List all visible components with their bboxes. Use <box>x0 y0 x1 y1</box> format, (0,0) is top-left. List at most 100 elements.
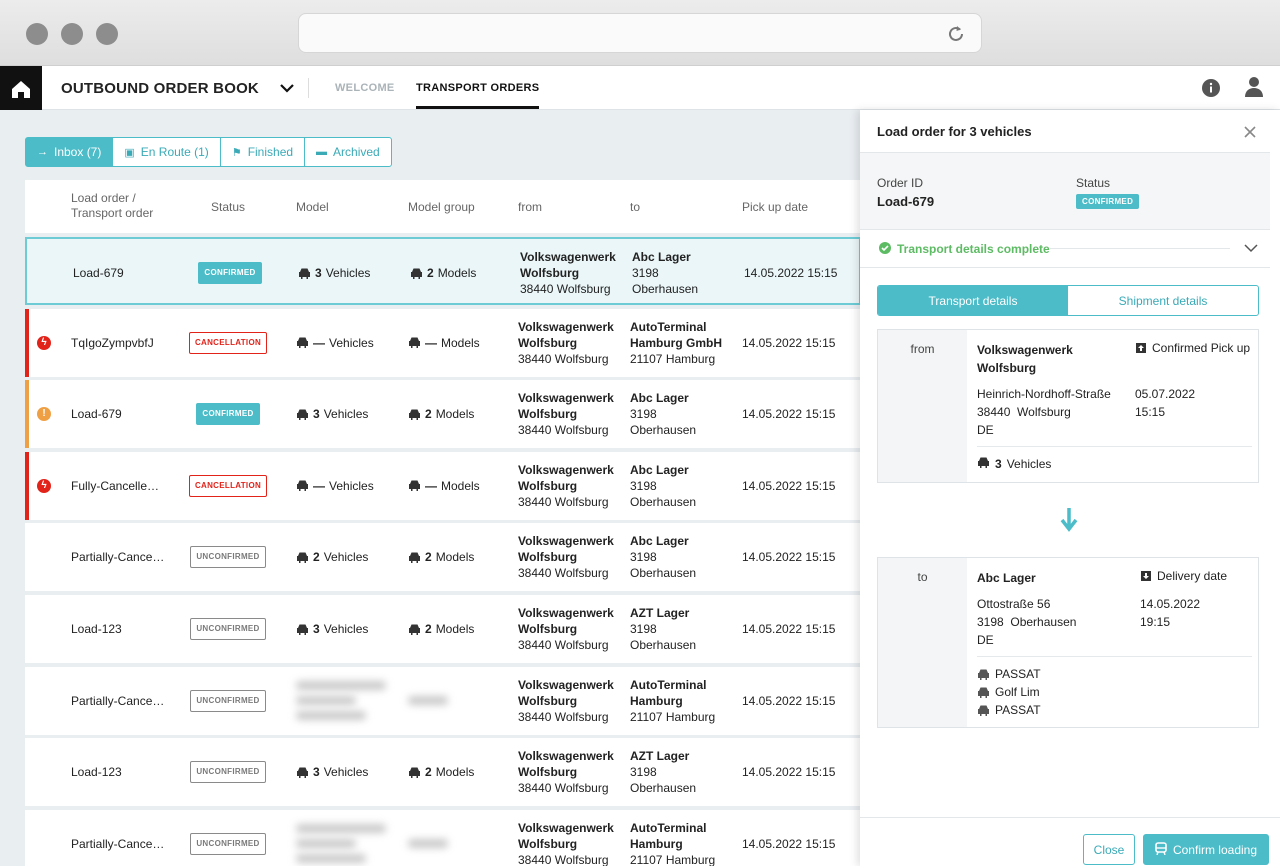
address-line: 38440 Wolfsburg <box>518 781 609 796</box>
status-badge: UNCONFIRMED <box>190 546 266 569</box>
nav-tab[interactable]: WELCOME <box>335 82 395 94</box>
nav-tab-active[interactable]: TRANSPORT ORDERS <box>416 82 540 109</box>
model-item: Golf Lim <box>977 683 1041 701</box>
address-line: 3198 <box>630 765 657 780</box>
location-name: AZT Lager <box>630 749 690 764</box>
filter-icon: ▣ <box>124 146 135 159</box>
pickup-date: 14.05.2022 15:15 <box>744 266 838 280</box>
to-cell: Abc Lager 3198 Oberhausen <box>630 523 730 591</box>
column-header: to <box>630 200 641 214</box>
count: 2 <box>425 765 432 780</box>
table-row[interactable]: ! Load-679 CONFIRMED 3 Vehicles 2 Models Volksw… <box>25 380 861 449</box>
table-row[interactable]: Load-123 UNCONFIRMED 3 Vehicles 2 Models Volks… <box>25 595 861 663</box>
home-button[interactable] <box>0 66 42 110</box>
models-cell: 2 Models <box>408 738 474 806</box>
close-button[interactable]: Close <box>1083 834 1135 865</box>
filter-tab[interactable]: → Inbox (7) <box>26 138 113 166</box>
check-icon <box>879 242 891 254</box>
to-cell: Abc Lager 3198 Oberhausen <box>630 452 730 520</box>
car-icon <box>297 624 308 635</box>
user-icon[interactable] <box>1244 76 1264 98</box>
unit: Models <box>441 335 480 350</box>
address-line: Oberhausen <box>632 282 699 296</box>
filter-tab[interactable]: ▬ Archived <box>304 138 391 166</box>
blurred-value <box>296 854 366 864</box>
url-bar[interactable] <box>298 13 982 53</box>
order-info: Order ID Load-679 Status CONFIRMED <box>860 152 1270 230</box>
to-card: to Abc Lager Ottostraße 56 3198 Oberhaus… <box>877 557 1259 728</box>
completeness-row[interactable]: Transport details complete <box>860 230 1270 268</box>
car-icon <box>409 624 420 635</box>
from-cell: Volkswagenwerk Wolfsburg 38440 Wolfsburg <box>518 667 622 735</box>
button-text: Confirm loading <box>1172 842 1258 857</box>
from-cell: Volkswagenwerk Wolfsburg 38440 Wolfsburg <box>518 380 622 448</box>
from-cell: Volkswagenwerk Wolfsburg 38440 Wolfsburg <box>518 523 622 591</box>
from-cell: Volkswagenwerk Wolfsburg 38440 Wolfsburg <box>518 309 622 377</box>
filter-tab[interactable]: ⚑ Finished <box>219 138 304 166</box>
info-icon[interactable] <box>1201 78 1221 98</box>
blurred-value <box>296 839 356 849</box>
models-cell: 2 Models <box>408 523 474 591</box>
count: 3 <box>315 266 322 280</box>
count: 2 <box>313 550 320 565</box>
table-row[interactable]: ϟ Fully-Cancelle… CANCELLATION — Vehicles — Mo… <box>25 451 861 520</box>
status-cell: CONFIRMED <box>183 380 273 448</box>
address: Ottostraße 56 3198 Oberhausen DE <box>977 595 1076 649</box>
dropdown-chevron[interactable] <box>279 81 295 95</box>
tab-active[interactable]: Transport details <box>878 286 1068 315</box>
location-name: Volkswagenwerk Wolfsburg <box>518 534 614 565</box>
status-flag-icon: ! <box>37 407 51 422</box>
unit: Models <box>435 550 475 565</box>
order-name: Load-679 <box>73 266 124 280</box>
model-name: PASSAT <box>995 667 1041 681</box>
car-icon <box>409 480 420 492</box>
location-name: Volkswagenwerk Wolfsburg <box>518 606 614 636</box>
car-icon <box>297 480 308 492</box>
location-name: Volkswagenwerk Wolfsburg <box>977 343 1073 375</box>
address-line: Oberhausen <box>630 494 697 509</box>
date: 05.07.2022 <box>1135 387 1196 401</box>
table-row[interactable]: Load-123 UNCONFIRMED 3 Vehicles 2 Models Volks… <box>25 738 861 807</box>
table-row[interactable]: Partially-Cance… UNCONFIRMED 2 Vehicles 2 Mod… <box>25 523 861 592</box>
order-name: TqIgoZympvbfJ <box>71 335 154 350</box>
filter-tab[interactable]: ▣ En Route (1) <box>112 138 219 166</box>
country: DE <box>977 633 994 647</box>
date-label: Delivery date <box>1141 569 1227 583</box>
completeness-text: Transport details complete <box>897 242 1050 256</box>
close-icon[interactable] <box>1244 126 1256 138</box>
column-header: Model <box>296 200 329 214</box>
status-badge: CONFIRMED <box>1076 194 1140 209</box>
reload-icon[interactable] <box>945 23 967 45</box>
confirm-button[interactable]: Confirm loading <box>1143 834 1269 865</box>
card-label: from <box>878 330 967 482</box>
order-name: Load-679 <box>71 407 122 422</box>
to-cell: AutoTerminal Hamburg 21107 Hamburg <box>630 667 730 735</box>
from-cell: Volkswagenwerk Wolfsburg 38440 Wolfsburg <box>518 810 622 866</box>
count: — <box>313 335 325 350</box>
vehicles-cell <box>296 810 386 866</box>
tab[interactable]: Shipment details <box>1118 293 1208 308</box>
table-row[interactable]: Partially-Cance… UNCONFIRMED Volkswagenwer… <box>25 666 861 735</box>
unit: Vehicles <box>325 266 371 280</box>
table-row[interactable]: Partially-Cance… UNCONFIRMED Volkswagenwer… <box>25 809 861 866</box>
status-badge: UNCONFIRMED <box>190 689 266 712</box>
table-row[interactable]: ϟ TqIgoZympvbfJ CANCELLATION — Vehicles — Mode… <box>25 308 861 377</box>
divider <box>1050 248 1230 249</box>
filter-icon: ⚑ <box>231 146 242 159</box>
car-icon <box>299 268 310 279</box>
blurred-value <box>296 696 356 706</box>
location-name: AutoTerminal Hamburg <box>630 677 707 708</box>
car-icon <box>409 767 420 778</box>
divider <box>977 656 1252 657</box>
count: 2 <box>425 622 432 636</box>
location-name: Volkswagenwerk Wolfsburg <box>518 319 614 350</box>
unit: Vehicles <box>329 335 374 350</box>
divider <box>977 446 1252 447</box>
pickup-date: 14.05.2022 15:15 <box>742 693 836 708</box>
filter-label: Inbox (7) <box>54 145 102 159</box>
address-line: Oberhausen <box>630 566 697 581</box>
vehicles-cell: — Vehicles <box>296 452 374 520</box>
table-row[interactable]: Load-679 CONFIRMED 3 Vehicles 2 Models Volkswa… <box>25 237 861 305</box>
models-cell: — Models <box>408 309 480 377</box>
location-name: Volkswagenwerk Wolfsburg <box>518 749 614 780</box>
